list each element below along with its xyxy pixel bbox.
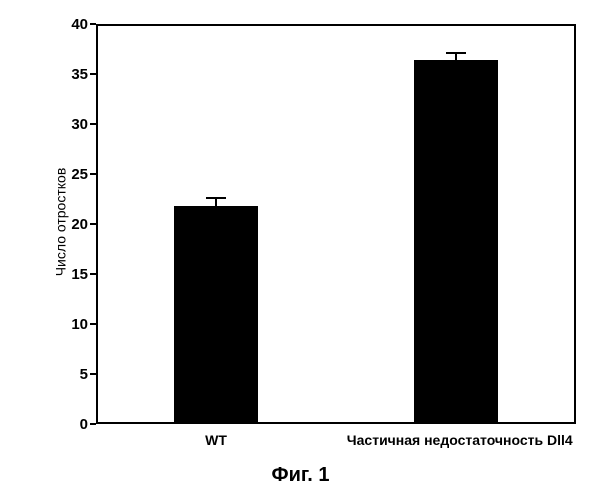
ytick-mark bbox=[90, 23, 96, 25]
ytick-label: 40 bbox=[52, 16, 88, 33]
ytick-label: 35 bbox=[52, 66, 88, 83]
error-bar-cap bbox=[446, 52, 465, 54]
error-bar-stem bbox=[455, 53, 457, 60]
figure-caption: Фиг. 1 bbox=[0, 464, 601, 487]
ytick-label: 15 bbox=[52, 266, 88, 283]
bar bbox=[414, 60, 498, 424]
ytick-label: 0 bbox=[52, 416, 88, 433]
ytick-label: 20 bbox=[52, 216, 88, 233]
ytick-mark bbox=[90, 173, 96, 175]
ytick-label: 25 bbox=[52, 166, 88, 183]
ytick-label: 30 bbox=[52, 116, 88, 133]
xtick-label: WT bbox=[107, 432, 325, 448]
ytick-mark bbox=[90, 323, 96, 325]
ytick-label: 10 bbox=[52, 316, 88, 333]
ytick-mark bbox=[90, 73, 96, 75]
error-bar-cap bbox=[206, 197, 225, 199]
ytick-mark bbox=[90, 273, 96, 275]
xtick-label: Частичная недостаточность Dll4 bbox=[347, 432, 565, 448]
bar bbox=[174, 206, 258, 424]
figure-container: Число отростков 0510152025303540 WTЧасти… bbox=[0, 0, 601, 500]
ytick-label: 5 bbox=[52, 366, 88, 383]
ytick-mark bbox=[90, 223, 96, 225]
ytick-mark bbox=[90, 123, 96, 125]
plot-area bbox=[96, 24, 576, 424]
ytick-mark bbox=[90, 373, 96, 375]
error-bar-stem bbox=[215, 198, 217, 206]
ytick-mark bbox=[90, 423, 96, 425]
